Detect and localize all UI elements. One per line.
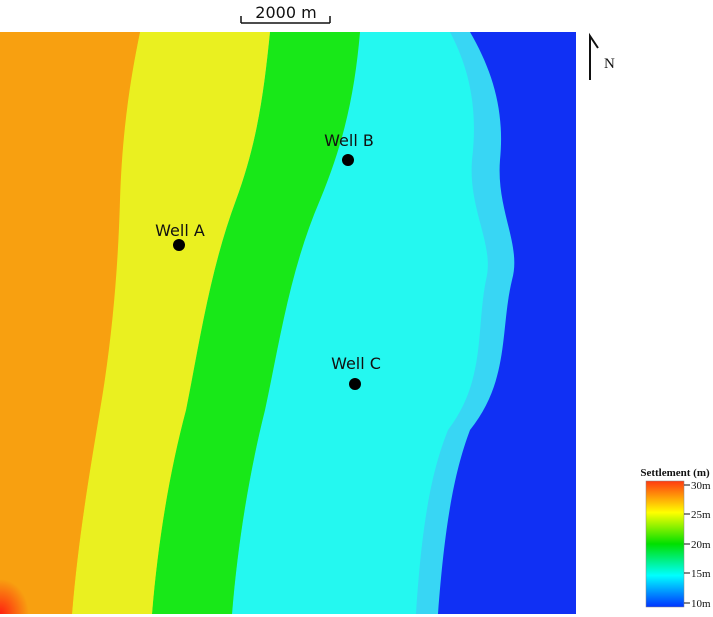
well-marker-b[interactable]: Well B xyxy=(324,131,374,166)
map-zone-3 xyxy=(152,32,360,614)
well-marker-a[interactable]: Well A xyxy=(155,221,205,251)
svg-text:20m: 20m xyxy=(691,539,711,551)
svg-text:25m: 25m xyxy=(691,509,711,521)
svg-text:15m: 15m xyxy=(691,568,711,580)
well-label: Well A xyxy=(155,221,205,240)
legend-colorbar xyxy=(645,480,685,608)
legend-tick-30: 30m xyxy=(684,480,711,492)
legend-tick-25: 25m xyxy=(684,509,711,521)
legend-tick-10: 10m xyxy=(684,598,711,610)
scale-bar-label: 2000 m xyxy=(255,3,316,22)
map-zone-red-corner xyxy=(0,420,160,614)
well-label: Well C xyxy=(331,354,381,373)
svg-text:30m: 30m xyxy=(691,480,711,492)
scale-bar: 2000 m xyxy=(240,3,331,24)
legend-title: Settlement (m) xyxy=(640,467,710,479)
well-marker-c[interactable]: Well C xyxy=(331,354,381,390)
legend-tick-20: 20m xyxy=(684,539,711,551)
north-arrow-label: N xyxy=(604,56,615,72)
well-label: Well B xyxy=(324,131,374,150)
legend-tick-15: 15m xyxy=(684,568,711,580)
north-arrow-icon: N xyxy=(589,32,615,80)
settlement-legend: Settlement (m) 30m 25m 20m 15m 10m xyxy=(640,467,711,610)
svg-text:10m: 10m xyxy=(691,598,711,610)
